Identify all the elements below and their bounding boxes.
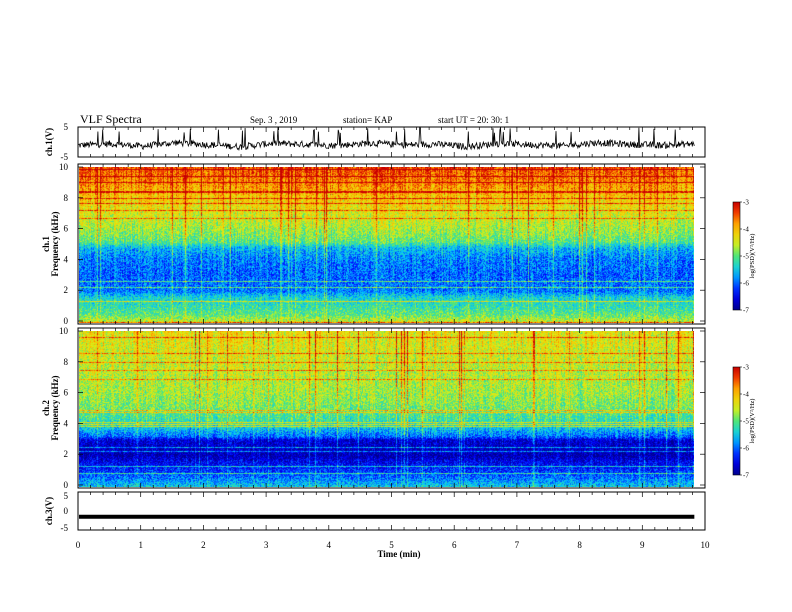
x-tick-label: 10 <box>701 540 711 550</box>
y-tick-label: 6 <box>64 388 69 398</box>
ch2-spectrogram-panel: 0 2 4 6 8 10 ch.2 Frequency (kHz) <box>41 326 706 490</box>
y-tick-label: 8 <box>64 193 69 203</box>
x-tick-label: 5 <box>389 540 394 550</box>
x-tick-label: 3 <box>264 540 269 550</box>
ch2-spectrogram-ylabel-frequency: Frequency (kHz) <box>50 375 60 440</box>
colorbar-tick-label: -4 <box>743 226 749 234</box>
y-tick-label: 0 <box>64 316 69 326</box>
x-tick-label: 6 <box>452 540 457 550</box>
x-tick-label: 2 <box>201 540 206 550</box>
colorbar-tick-label: -5 <box>743 418 749 426</box>
y-tick-label: 4 <box>64 254 69 264</box>
x-tick-label: 0 <box>76 540 81 550</box>
ch3-ytick-bottom: -5 <box>61 523 69 533</box>
y-tick-label: 8 <box>64 357 69 367</box>
ch2-spectrogram-ylabel-channel: ch.2 <box>41 400 51 416</box>
colorbar-tick-label: -5 <box>743 253 749 261</box>
ch1-ytick-bottom: -5 <box>61 152 69 162</box>
ch3-waveform-ylabel: ch.3(V) <box>44 497 54 525</box>
ch2-colorbar: -3 -4 -5 -6 -7 log(PSD)(V²/Hz) <box>732 364 756 480</box>
ch1-ytick-top: 5 <box>64 122 69 132</box>
colorbar-tick-label: -3 <box>743 199 749 207</box>
ch1-spectrogram-panel: 0 2 4 6 8 10 ch.1 Frequency (kHz) <box>41 162 706 326</box>
colorbar-tick-label: -6 <box>743 445 749 453</box>
ch1-waveform-ylabel: ch.1(V) <box>44 128 54 156</box>
y-tick-label: 10 <box>59 162 69 172</box>
time-axis-ticks <box>77 127 706 530</box>
y-tick-label: 4 <box>64 418 69 428</box>
colorbar-tick-label: -3 <box>743 364 749 372</box>
x-tick-label: 1 <box>138 540 143 550</box>
x-tick-label: 9 <box>640 540 645 550</box>
figure-title: VLF Spectra <box>80 112 142 126</box>
ch1-waveform-panel: 5 -5 ch.1(V) <box>44 122 706 162</box>
ch1-spectrogram-ylabel-channel: ch.1 <box>41 236 51 252</box>
colorbar-gradient <box>732 366 741 476</box>
ch1-spectrogram-image <box>79 167 694 323</box>
time-axis-tick-labels: 0 1 2 3 4 5 6 7 8 9 10 <box>76 540 710 550</box>
ch1-spectrogram-ylabel-frequency: Frequency (kHz) <box>50 211 60 276</box>
ch1-colorbar: -3 -4 -5 -6 -7 log(PSD)(V²/Hz) <box>732 199 756 315</box>
colorbar-tick-label: -7 <box>743 307 749 315</box>
ch1-waveform-line <box>77 126 695 152</box>
y-tick-label: 10 <box>59 326 69 336</box>
ch3-ytick-top: 5 <box>64 491 69 501</box>
ch3-waveform-panel: 5 0 -5 ch.3(V) <box>44 491 706 533</box>
colorbar-gradient <box>732 201 741 311</box>
date-label: Sep. 3 , 2019 <box>250 115 298 125</box>
station-label: station= KAP <box>343 115 392 125</box>
colorbar-label: log(PSD)(V²/Hz) <box>749 234 756 279</box>
colorbar-tick-label: -7 <box>743 472 749 480</box>
colorbar-tick-label: -6 <box>743 280 749 288</box>
time-axis-label: Time (min) <box>377 549 420 559</box>
ch3-ytick-mid: 0 <box>64 506 69 516</box>
x-tick-label: 4 <box>327 540 332 550</box>
y-tick-label: 2 <box>64 449 69 459</box>
x-tick-label: 8 <box>577 540 582 550</box>
colorbar-label: log(PSD)(V²/Hz) <box>749 399 756 444</box>
y-tick-label: 0 <box>64 480 69 490</box>
start-time-label: start UT = 20: 30: 1 <box>438 115 509 125</box>
y-tick-label: 6 <box>64 224 69 234</box>
ch2-spectrogram-image <box>79 331 694 487</box>
colorbar-tick-label: -4 <box>743 391 749 399</box>
x-tick-label: 7 <box>515 540 520 550</box>
ch3-waveform-frame <box>77 491 706 531</box>
y-tick-label: 2 <box>64 285 69 295</box>
